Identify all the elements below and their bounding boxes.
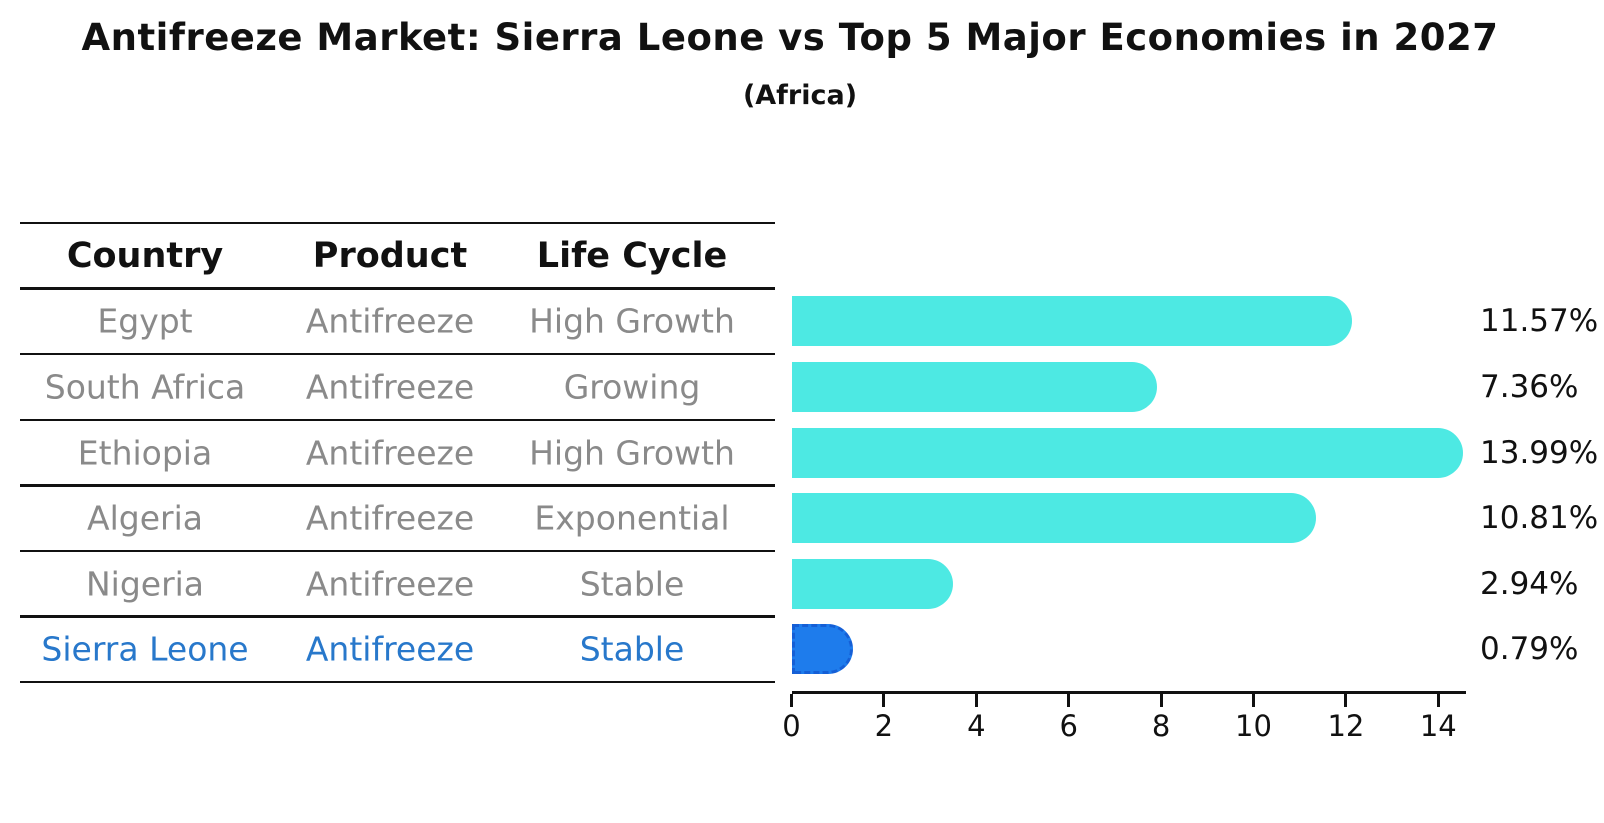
bar-south-africa — [792, 362, 1158, 412]
x-axis-tick-label: 10 — [1235, 708, 1272, 743]
x-axis-line — [791, 690, 1466, 694]
table-cell-sierra-leone-life-cycle: Stable — [579, 629, 685, 669]
x-axis-tick — [1252, 693, 1255, 707]
bar-egypt — [792, 296, 1352, 347]
x-axis-tick — [1159, 693, 1163, 707]
table-rule — [20, 549, 775, 553]
table-cell-algeria-life-cycle: Exponential — [534, 498, 730, 538]
bar-sierra-leone — [792, 624, 854, 675]
x-axis-tick — [1436, 693, 1440, 707]
table-cell-south-africa-life-cycle: Growing — [563, 367, 701, 407]
table-cell-algeria-product: Antifreeze — [305, 498, 475, 538]
x-axis-tick-label: 2 — [874, 708, 894, 743]
x-axis-tick — [974, 693, 978, 707]
table-cell-nigeria-life-cycle: Stable — [579, 564, 685, 604]
x-axis-tick-label: 12 — [1327, 708, 1365, 743]
bar-algeria — [792, 493, 1317, 544]
value-label-algeria: 10.81% — [1480, 500, 1599, 537]
x-axis-tick-label: 0 — [782, 708, 801, 743]
x-axis-tick-label: 14 — [1419, 708, 1457, 743]
x-axis-tick-label: 8 — [1151, 708, 1171, 743]
table-rule — [20, 484, 775, 487]
table-cell-egypt-life-cycle: High Growth — [529, 301, 735, 341]
table-header-product: Product — [312, 235, 468, 276]
table-cell-algeria-country: Algeria — [87, 498, 203, 538]
table-header-country: Country — [66, 235, 224, 276]
table-cell-ethiopia-country: Ethiopia — [77, 433, 213, 473]
x-axis-tick — [790, 693, 793, 707]
value-label-ethiopia: 13.99% — [1480, 434, 1599, 471]
table-cell-ethiopia-product: Antifreeze — [305, 433, 475, 473]
value-label-egypt: 11.57% — [1480, 303, 1599, 340]
x-axis-tick — [882, 693, 886, 707]
table-cell-sierra-leone-country: Sierra Leone — [41, 629, 249, 669]
table-rule — [20, 615, 775, 618]
x-axis-tick-label: 6 — [1059, 708, 1078, 743]
table-cell-south-africa-product: Antifreeze — [305, 367, 475, 407]
table-cell-nigeria-country: Nigeria — [85, 564, 205, 604]
x-axis-tick-label: 4 — [967, 708, 986, 743]
table-rule — [20, 418, 775, 422]
table-cell-south-africa-country: South Africa — [44, 367, 246, 407]
table-rule — [20, 680, 775, 684]
table-rule — [20, 221, 775, 225]
chart-title: Antifreeze Market: Sierra Leone vs Top 5… — [81, 16, 1499, 59]
x-axis-tick — [1067, 693, 1071, 707]
chart-subtitle: (Africa) — [742, 80, 858, 111]
value-label-sierra-leone: 0.79% — [1480, 631, 1579, 668]
table-cell-ethiopia-life-cycle: High Growth — [529, 433, 735, 473]
table-rule — [20, 352, 775, 356]
value-label-nigeria: 2.94% — [1480, 565, 1579, 602]
value-label-south-africa: 7.36% — [1480, 369, 1579, 405]
table-cell-egypt-country: Egypt — [97, 301, 193, 341]
bar-ethiopia — [792, 427, 1464, 478]
table-header-life-cycle: Life Cycle — [536, 235, 728, 276]
bar-nigeria — [792, 558, 953, 609]
table-rule — [20, 287, 775, 290]
table-cell-sierra-leone-product: Antifreeze — [305, 629, 475, 669]
x-axis-tick — [1344, 693, 1348, 707]
table-cell-egypt-product: Antifreeze — [305, 301, 475, 341]
table-cell-nigeria-product: Antifreeze — [305, 564, 475, 604]
